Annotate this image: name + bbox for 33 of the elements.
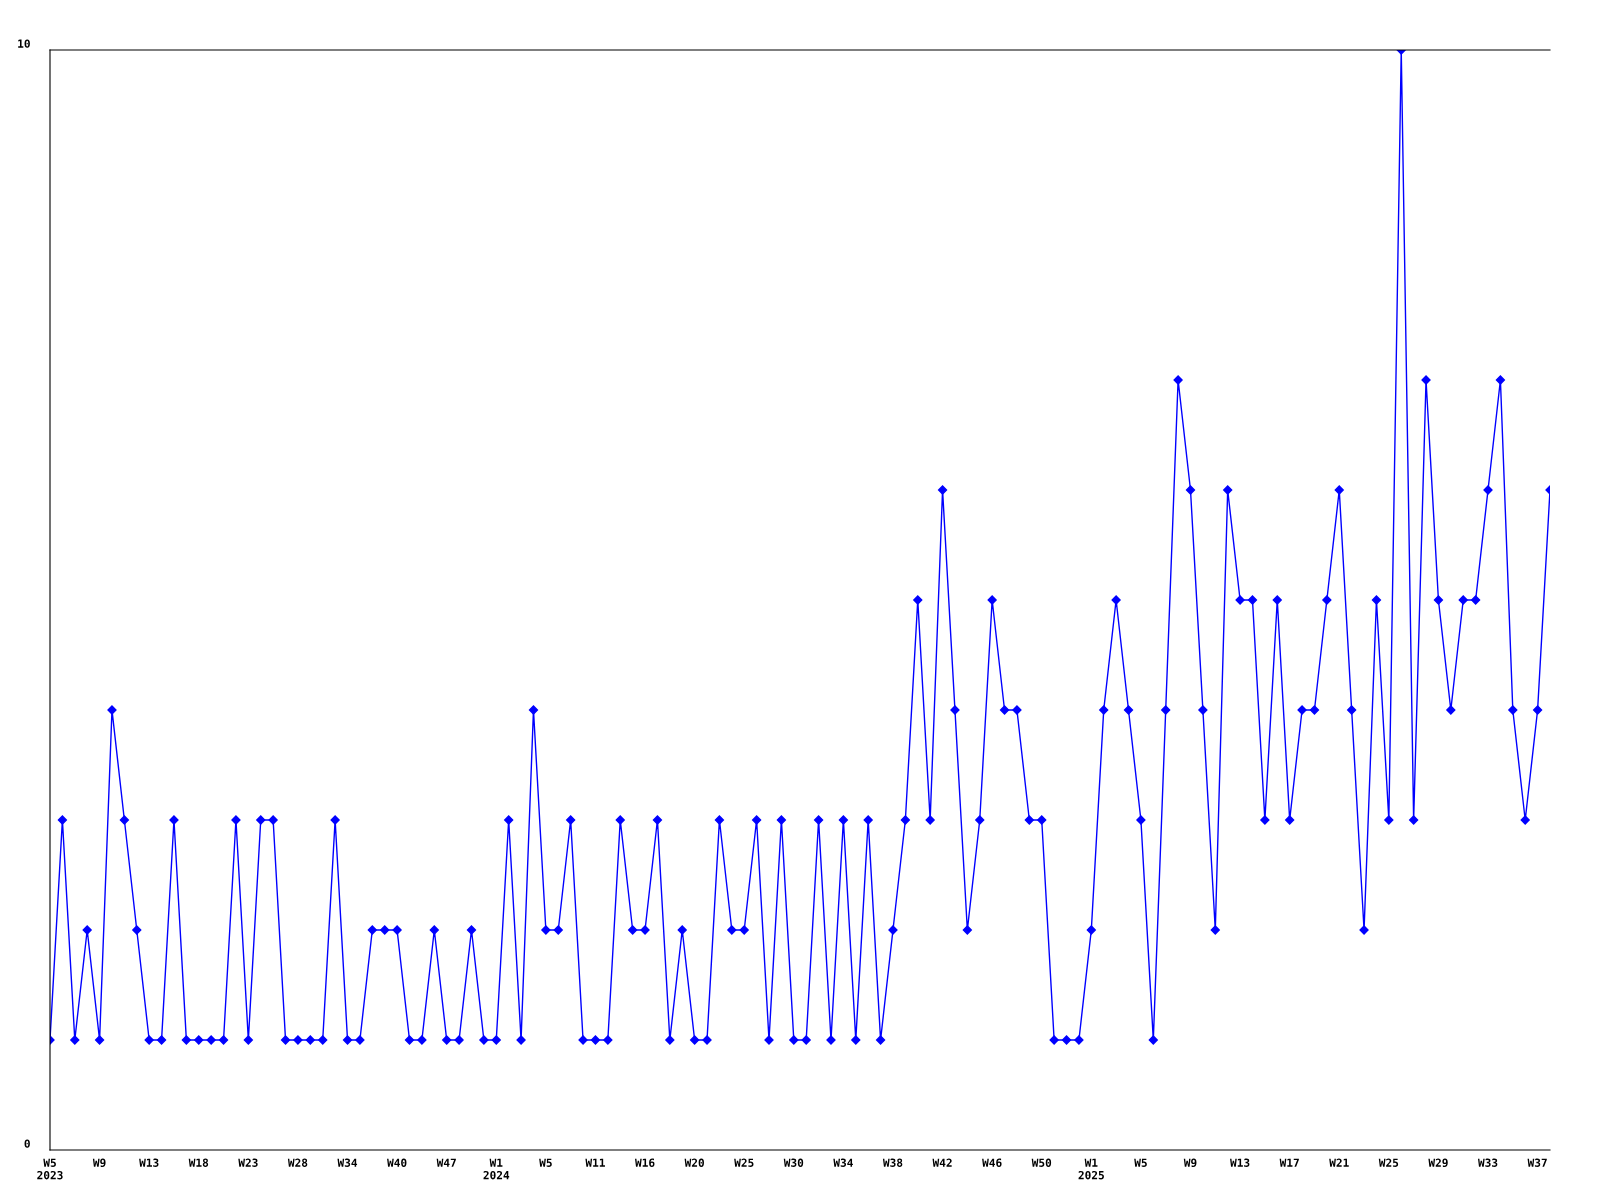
x-tick-label: W16 — [635, 1158, 655, 1167]
x-tick-label: W29 — [1428, 1158, 1448, 1167]
x-tick-label: W23 — [238, 1158, 258, 1167]
x-tick-label: W20 — [684, 1158, 704, 1167]
x-tick-label: W21 — [1329, 1158, 1349, 1167]
x-tick-label: W40 — [387, 1158, 407, 1167]
x-tick-label: W47 — [436, 1158, 456, 1167]
x-tick-label: W38 — [882, 1158, 903, 1167]
x-tick-label: W11 — [585, 1158, 605, 1167]
x-tick-label: W5 2023 — [37, 1158, 63, 1180]
x-tick-label: W28 — [287, 1158, 308, 1167]
x-tick-label: W1 2025 — [1078, 1158, 1104, 1180]
x-tick-label: W9 — [92, 1158, 106, 1167]
x-tick-label: W34 — [833, 1158, 853, 1167]
x-tick-label: W18 — [188, 1158, 209, 1167]
x-tick-label: W30 — [783, 1158, 804, 1167]
x-tick-label: W5 — [1134, 1158, 1147, 1167]
x-tick-label: W13 — [139, 1158, 159, 1167]
x-tick-label: W5 — [539, 1158, 552, 1167]
x-tick-label: W50 — [1031, 1158, 1052, 1167]
x-tick-label: W34 — [337, 1158, 358, 1167]
x-tick-label: W25 — [734, 1158, 754, 1167]
y-tick-label: 0 — [24, 1139, 30, 1148]
y-tick-label: 10 — [18, 39, 30, 48]
x-tick-label: W17 — [1279, 1158, 1299, 1167]
x-tick-label: W46 — [982, 1158, 1002, 1167]
x-tick-label: W33 — [1477, 1158, 1498, 1167]
x-tick-label: W9 — [1183, 1158, 1197, 1167]
x-tick-label: W42 — [932, 1158, 952, 1167]
x-tick-label: W25 — [1378, 1158, 1399, 1167]
x-tick-label: W1 2024 — [483, 1158, 510, 1180]
x-tick-label: W13 — [1230, 1158, 1250, 1167]
x-tick-label: W37 — [1527, 1158, 1547, 1167]
